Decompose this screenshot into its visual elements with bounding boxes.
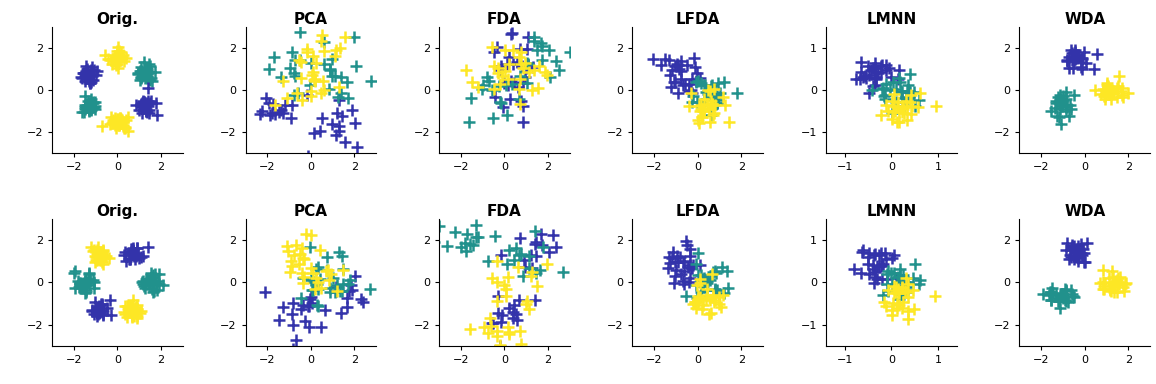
Title: FDA: FDA (487, 204, 521, 219)
Title: FDA: FDA (487, 12, 521, 27)
Title: Orig.: Orig. (96, 204, 139, 219)
Title: LMNN: LMNN (866, 204, 917, 219)
Title: PCA: PCA (294, 204, 328, 219)
Title: LFDA: LFDA (675, 12, 720, 27)
Title: PCA: PCA (294, 12, 328, 27)
Title: LMNN: LMNN (866, 12, 917, 27)
Title: WDA: WDA (1065, 204, 1105, 219)
Title: WDA: WDA (1065, 12, 1105, 27)
Title: Orig.: Orig. (96, 12, 139, 27)
Title: LFDA: LFDA (675, 204, 720, 219)
